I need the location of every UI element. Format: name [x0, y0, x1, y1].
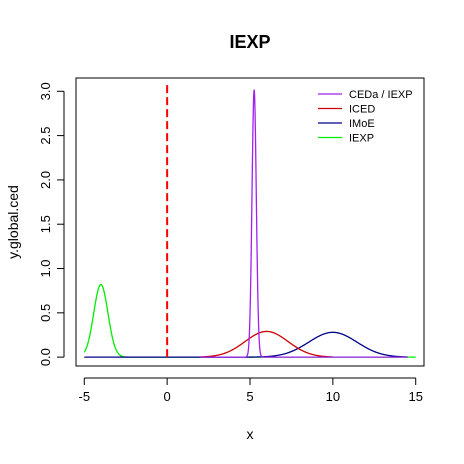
x-axis: -5 0 5 10 15: [79, 377, 423, 404]
legend-label: IMoE: [349, 118, 375, 130]
y-axis: 0.0 0.5 1.0 1.5 2.0 2.5 3.0: [38, 82, 65, 366]
series-line-ceda-iexp: [200, 89, 408, 358]
y-tick-label: 1.5: [38, 215, 53, 233]
y-tick-label: 0.0: [38, 348, 53, 366]
x-tick-label: 0: [164, 389, 171, 404]
x-tick-label: -5: [79, 389, 91, 404]
x-tick-label: 10: [326, 389, 340, 404]
y-tick-label: 0.5: [38, 304, 53, 322]
y-tick-label: 2.5: [38, 127, 53, 145]
y-tick-label: 2.0: [38, 171, 53, 189]
legend: CEDa / IEXP ICED IMoE IEXP: [318, 89, 413, 145]
series-layer: [83, 82, 416, 358]
x-tick-label: 5: [246, 389, 253, 404]
plot-frame: [75, 77, 425, 367]
legend-label: IEXP: [349, 133, 374, 145]
x-axis-label: x: [247, 426, 254, 442]
legend-label: ICED: [349, 104, 375, 116]
x-tick-label: 15: [408, 389, 422, 404]
y-tick-label: 3.0: [38, 82, 53, 100]
series-line-imoe: [84, 331, 408, 358]
legend-label: CEDa / IEXP: [349, 89, 413, 101]
chart-title: IEXP: [229, 32, 270, 52]
y-tick-label: 1.0: [38, 259, 53, 277]
series-line-iced: [200, 330, 333, 358]
y-axis-label: y.global.ced: [5, 185, 21, 259]
